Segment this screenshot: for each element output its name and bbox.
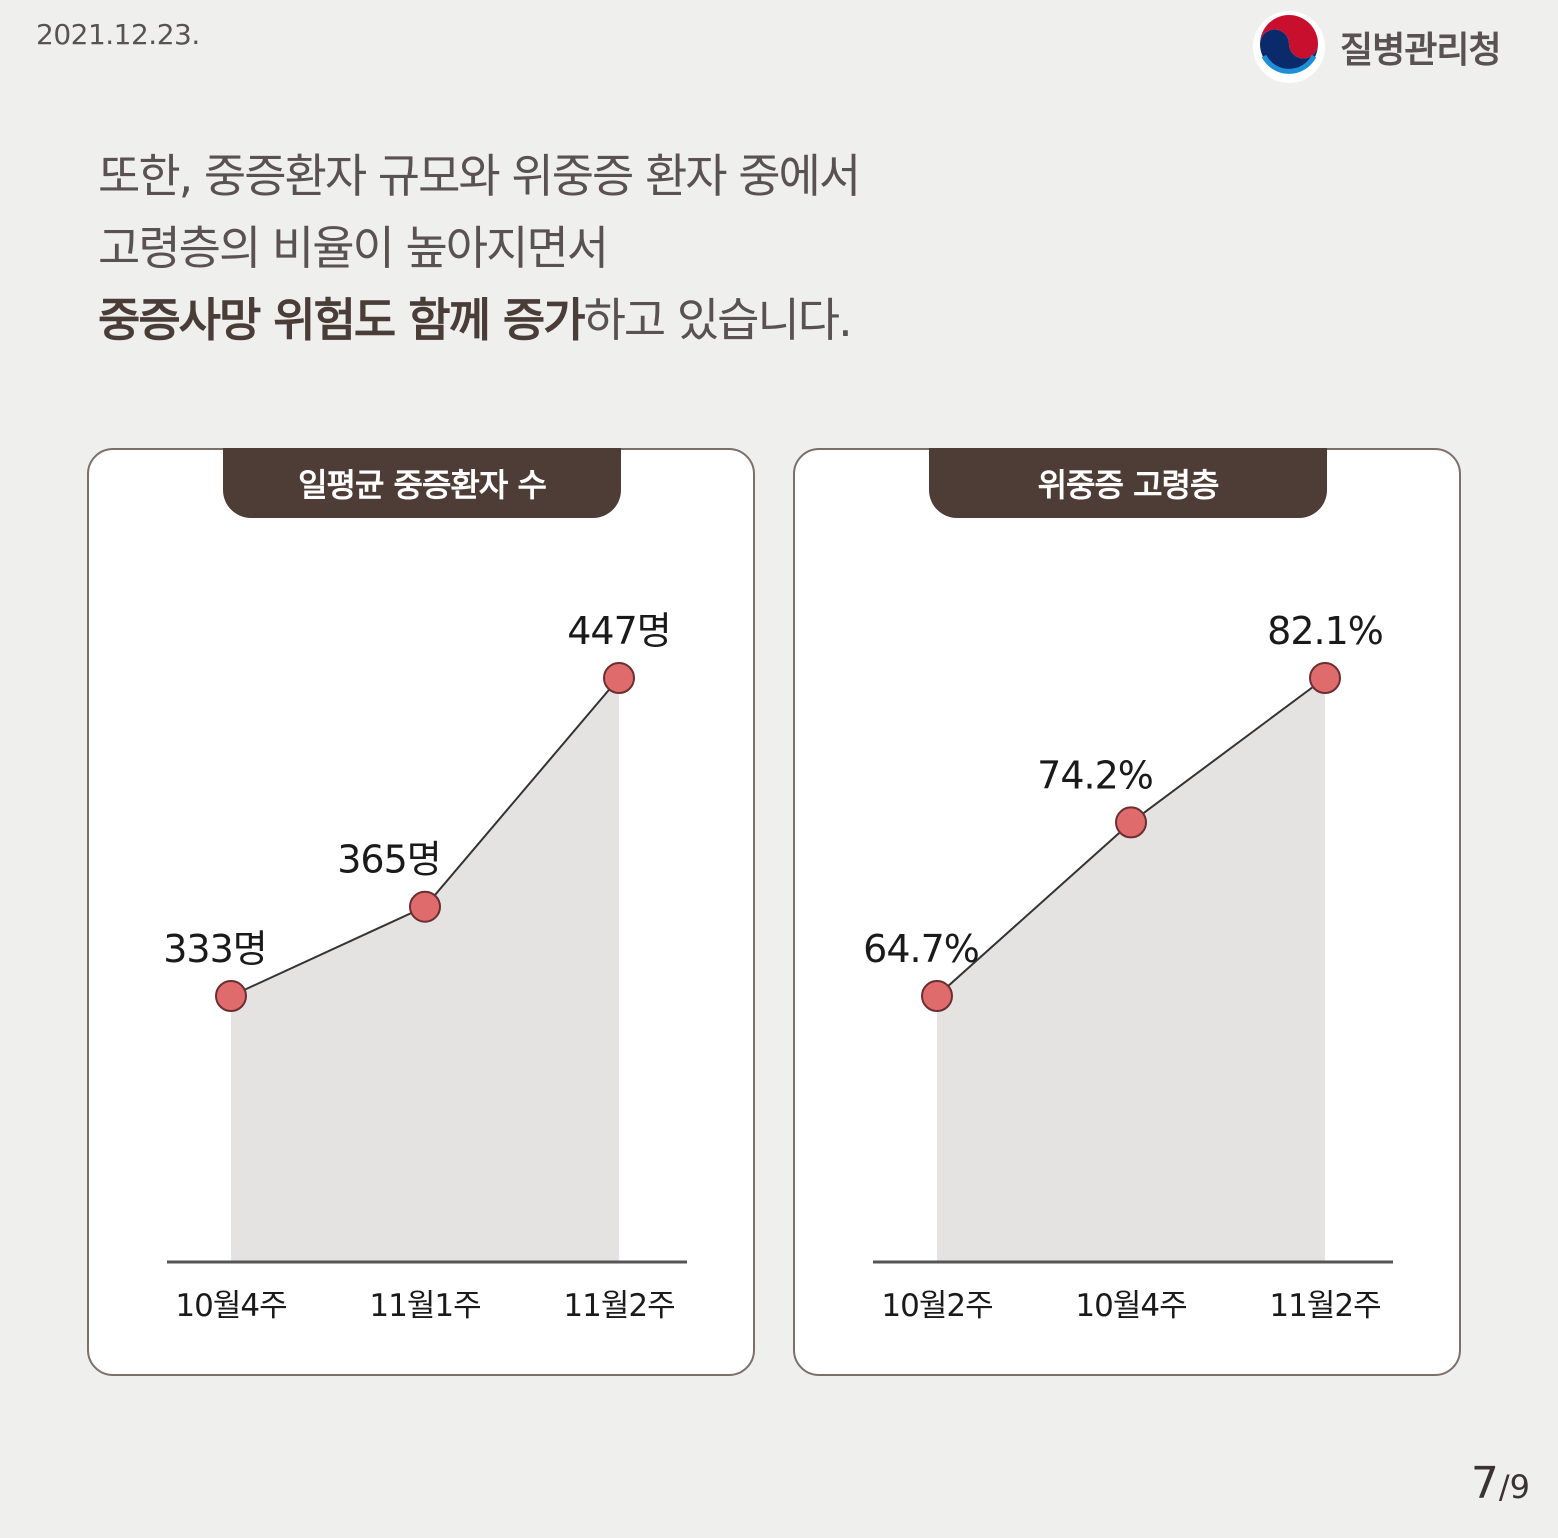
- headline-line-3-rest: 하고 있습니다.: [583, 293, 853, 347]
- data-label: 74.2%: [1037, 753, 1153, 797]
- x-tick-label: 11월1주: [369, 1288, 480, 1324]
- chart-area: [231, 678, 619, 1262]
- taegeuk-icon: [1253, 11, 1325, 83]
- chart-elderly-ratio: 64.7% 10월2주 74.2% 10월4주 82.1% 11월2주: [863, 609, 1393, 1324]
- data-point: [215, 980, 247, 1012]
- x-tick-label: 11월2주: [1269, 1288, 1380, 1324]
- headline-line-3: 중증사망 위험도 함께 증가하고 있습니다.: [98, 284, 859, 356]
- headline-line-2: 고령층의 비율이 높아지면서: [98, 221, 609, 275]
- page-current: 7: [1470, 1458, 1499, 1509]
- data-point: [921, 980, 953, 1012]
- chart-panel-severe-patients: 일평균 중증환자 수 333명 10월4주 365명 11월1주 447명 11월2주: [87, 448, 755, 1376]
- data-label: 447명: [567, 609, 671, 653]
- headline: 또한, 중증환자 규모와 위중증 환자 중에서 고령층의 비율이 높아지면서 중…: [98, 140, 861, 356]
- data-label: 82.1%: [1267, 609, 1383, 653]
- x-tick-label: 10월2주: [881, 1288, 992, 1324]
- date: 2021.12.23.: [36, 18, 200, 51]
- chart-title: 일평균 중증환자 수: [223, 448, 621, 518]
- data-point: [1115, 806, 1147, 839]
- data-label: 333명: [163, 927, 267, 971]
- data-label: 365명: [337, 838, 441, 882]
- headline-emphasis: 중증사망 위험도 함께 증가: [98, 293, 586, 347]
- agency-logo: 질병관리청: [1252, 10, 1502, 84]
- data-point: [603, 662, 635, 694]
- data-point: [1309, 662, 1341, 694]
- x-tick-label: 10월4주: [175, 1288, 286, 1324]
- data-label: 64.7%: [863, 927, 979, 971]
- agency-name: 질병관리청: [1340, 30, 1502, 71]
- chart-severe-patients: 333명 10월4주 365명 11월1주 447명 11월2주: [163, 609, 687, 1324]
- chart-title: 위중증 고령층: [929, 448, 1327, 518]
- headline-line-1: 또한, 중증환자 규모와 위중증 환자 중에서: [98, 149, 861, 203]
- chart-area: [937, 678, 1325, 1262]
- x-tick-label: 11월2주: [563, 1288, 674, 1324]
- x-tick-label: 10월4주: [1075, 1288, 1186, 1324]
- data-point: [409, 890, 441, 923]
- page-total: /9: [1498, 1468, 1530, 1506]
- chart-panel-elderly-ratio: 위중증 고령층 64.7% 10월2주 74.2% 10월4주 82.1% 11월2주: [793, 448, 1461, 1376]
- page-indicator: 7/9: [1471, 1458, 1530, 1509]
